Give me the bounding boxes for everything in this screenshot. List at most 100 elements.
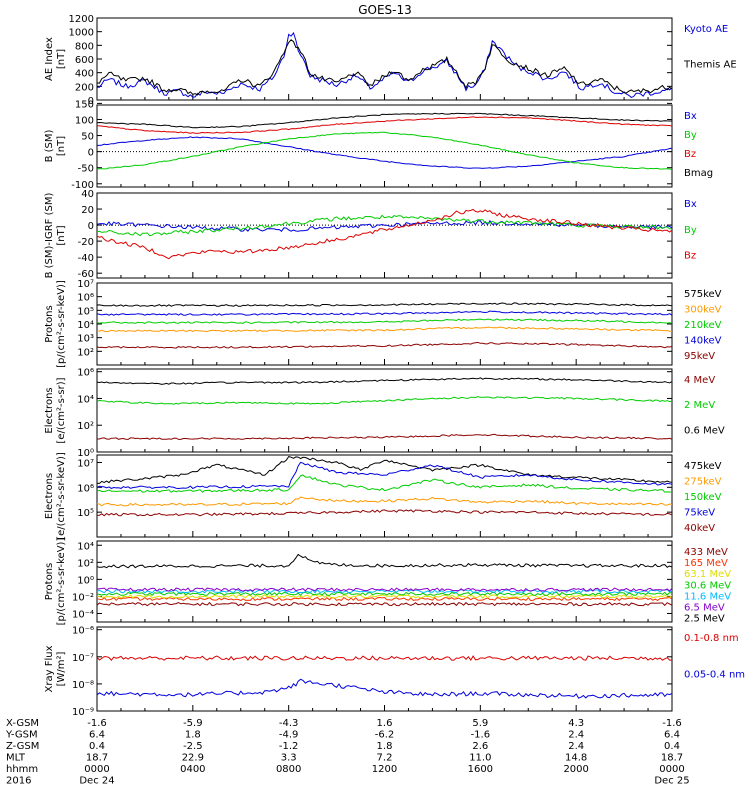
legend-entry: 6.5 MeV (684, 602, 725, 613)
ephemeris-value: -1.6 (662, 718, 682, 729)
y-tick-label: 10⁵ (77, 306, 94, 317)
series-line (96, 302, 673, 307)
y-axis-label: B (SM) (44, 129, 55, 162)
y-tick-label: 0 (88, 148, 94, 159)
series-line (96, 596, 673, 602)
series-line (97, 433, 673, 440)
y-tick-label: 1000 (69, 28, 94, 39)
y-tick-label: 20 (81, 205, 94, 216)
y-tick-label: 10² (77, 421, 94, 432)
ephemeris-value: 11.0 (469, 753, 491, 764)
legend-entry: Bx (684, 199, 697, 210)
ephemeris-value: 1200 (372, 764, 397, 775)
y-axis-unit: [nT] (56, 225, 67, 245)
legend-entry: 0.05-0.4 nm (684, 670, 745, 681)
y-tick-label: 10² (77, 347, 94, 358)
legend-entry: 40keV (684, 523, 715, 534)
series-line (96, 496, 673, 507)
ephemeris-value: 0000 (84, 764, 109, 775)
legend-entry: 95keV (684, 351, 715, 362)
ephemeris-value: -1.2 (279, 741, 299, 752)
series-line (96, 594, 673, 599)
ephemeris-value: Dec 24 (79, 776, 114, 787)
y-axis-unit: [nT] (56, 136, 67, 156)
y-tick-label: 600 (75, 55, 94, 66)
legend-entry: 0.6 MeV (684, 425, 725, 436)
legend-entry: 0.1-0.8 nm (684, 633, 739, 644)
legend-entry: Bx (684, 111, 697, 122)
series-line (96, 553, 673, 569)
legend-entry: By (684, 130, 697, 141)
panel-protons_low: 10² 10³ 10⁴ 10⁵ 10⁶ 10⁷ Protons [p/(cm²-s-sr-ke… (44, 279, 722, 368)
y-tick-label: 10² (77, 558, 94, 569)
ephemeris-row-label: Y-GSM (5, 730, 38, 741)
y-tick-label: 150 (75, 99, 94, 110)
series-line (96, 396, 673, 405)
legend-entry: Bz (684, 251, 696, 262)
ephemeris-value: 2.4 (568, 730, 584, 741)
legend-entry: 275keV (684, 476, 722, 487)
y-axis-unit: [p/(cm²-s-sr-keV)] (56, 280, 67, 368)
ephemeris-value: 18.7 (661, 753, 683, 764)
ephemeris-value: -1.6 (471, 730, 491, 741)
ephemeris-row-label: MLT (6, 753, 26, 764)
legend-entry: 11.6 MeV (684, 591, 731, 602)
legend-entry: 165 MeV (684, 558, 728, 569)
series-line (96, 341, 673, 349)
ephemeris-value: -1.6 (87, 718, 107, 729)
y-tick-label: 10⁻⁹ (72, 707, 94, 718)
y-axis-unit: [e/(cm²-s-sr)] (56, 377, 67, 443)
y-tick-label: 100 (75, 115, 94, 126)
y-axis-unit: [W/m²] (56, 651, 67, 686)
y-tick-label: 10⁶ (77, 483, 94, 494)
legend-entry: Bz (684, 149, 696, 160)
legend-entry: 433 MeV (684, 547, 728, 558)
ephemeris-value: 7.2 (377, 753, 393, 764)
panel-ae: 0 200 400 600 800 1000 1200 AE Index [nT] Kyoto A… (44, 14, 737, 107)
ephemeris-value: -4.3 (279, 718, 299, 729)
panel-electrons_kev: 10⁵ 10⁶ 10⁷ Electrons [e/(cm²-s-sr-keV)] 475k… (44, 452, 722, 540)
legend-entry: 2.5 MeV (684, 614, 725, 625)
ephemeris-value: 14.8 (565, 753, 587, 764)
ephemeris-value: 4.3 (568, 718, 584, 729)
y-tick-label: -40 (78, 253, 94, 264)
ephemeris-value: 2.4 (568, 741, 584, 752)
ephemeris-value: 2000 (563, 764, 588, 775)
ephemeris-value: 0400 (180, 764, 205, 775)
ephemeris-value: 18.7 (86, 753, 108, 764)
ephemeris-value: 1.6 (377, 718, 393, 729)
legend-entry: 63.1 MeV (684, 569, 731, 580)
panel-b_igrf: -60 -40 -20 0 20 40 B (SM)-IGRF (SM) [nT] Bx By Bz (44, 189, 697, 280)
ephemeris-value: -5.9 (183, 718, 203, 729)
series-line (96, 310, 673, 316)
y-axis-label: Electrons (44, 473, 55, 519)
y-tick-label: 0 (88, 221, 94, 232)
ephemeris-value: 2.6 (472, 741, 488, 752)
ephemeris-value: Dec 25 (654, 776, 689, 787)
y-axis-unit: [e/(cm²-s-sr-keV)] (56, 452, 67, 540)
panel-xray: 10⁻⁹ 10⁻⁸ 10⁻⁷ 10⁻⁶ Xray Flux [W/m²] 0.1-0.8 n… (44, 626, 745, 718)
y-axis-unit: [nT] (56, 49, 67, 69)
legend-entry: 300keV (684, 304, 722, 315)
y-tick-label: 200 (75, 82, 94, 93)
legend-entry: 140keV (684, 335, 722, 346)
y-axis-unit: [p/(cm²-s-sr-keV)] (56, 538, 67, 626)
series-line (96, 601, 673, 607)
series-line (96, 509, 673, 517)
legend-entry: 75keV (684, 507, 715, 518)
y-axis-label: Electrons (44, 387, 55, 433)
y-tick-label: 800 (75, 41, 94, 52)
ephemeris-value: -2.5 (183, 741, 203, 752)
y-tick-label: 10⁶ (77, 293, 94, 304)
y-tick-label: 10⁻² (72, 592, 94, 603)
y-tick-label: 10³ (77, 334, 94, 345)
legend-entry: 2 MeV (684, 400, 715, 411)
ephemeris-value: -4.9 (279, 730, 299, 741)
legend-entry: 4 MeV (684, 375, 715, 386)
y-tick-label: 10⁶ (77, 368, 94, 379)
y-axis-label: Protons (44, 563, 55, 600)
series-line (96, 587, 673, 592)
series-line (96, 326, 673, 333)
ephemeris-value: 3.3 (281, 753, 297, 764)
